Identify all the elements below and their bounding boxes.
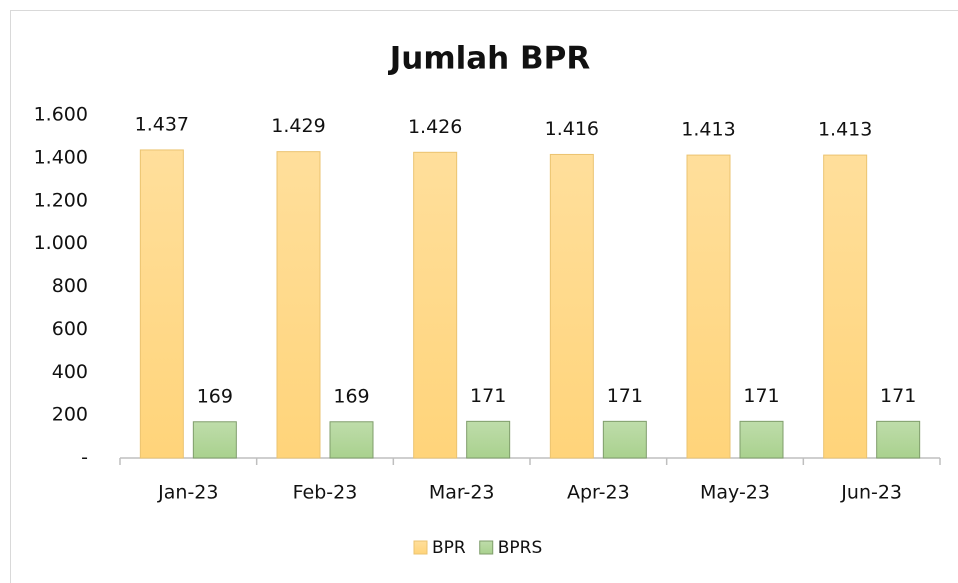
value-label: 169 bbox=[197, 385, 233, 407]
y-tick-label: 1.400 bbox=[34, 146, 88, 168]
value-label: 1.413 bbox=[681, 119, 735, 141]
bar bbox=[466, 420, 511, 459]
y-tick-label: 800 bbox=[52, 275, 88, 297]
legend-label: BPR bbox=[432, 538, 466, 558]
value-label: 1.416 bbox=[545, 118, 599, 140]
y-tick-label: 400 bbox=[52, 361, 88, 383]
y-tick-label: 1.000 bbox=[34, 232, 88, 254]
chart-title: Jumlah BPR bbox=[388, 41, 591, 77]
x-tick-label: Feb-23 bbox=[293, 482, 358, 504]
bar bbox=[413, 151, 458, 459]
x-tick-label: Jun-23 bbox=[840, 482, 902, 504]
x-tick-label: Jan-23 bbox=[157, 482, 218, 504]
bar bbox=[823, 154, 868, 459]
x-tick-label: Apr-23 bbox=[567, 482, 630, 504]
bar bbox=[876, 420, 921, 459]
legend-swatch bbox=[479, 540, 494, 555]
bar bbox=[549, 153, 594, 459]
value-label: 171 bbox=[743, 385, 779, 407]
y-tick-label: - bbox=[81, 447, 88, 469]
value-label: 171 bbox=[607, 385, 643, 407]
legend-label: BPRS bbox=[498, 538, 543, 558]
x-tick-label: Mar-23 bbox=[429, 482, 495, 504]
y-tick-label: 600 bbox=[52, 318, 88, 340]
x-tick-label: May-23 bbox=[700, 482, 770, 504]
legend-swatch bbox=[413, 540, 428, 555]
bar bbox=[276, 151, 321, 459]
value-label: 1.426 bbox=[408, 116, 462, 138]
bar bbox=[602, 420, 647, 459]
value-label: 1.437 bbox=[135, 113, 189, 135]
bar bbox=[329, 421, 374, 459]
y-tick-label: 1.200 bbox=[34, 189, 88, 211]
value-label: 169 bbox=[333, 385, 369, 407]
value-label: 171 bbox=[470, 385, 506, 407]
value-label: 171 bbox=[880, 385, 916, 407]
y-tick-label: 1.600 bbox=[34, 104, 88, 126]
value-label: 1.429 bbox=[271, 115, 325, 137]
y-tick-label: 200 bbox=[52, 404, 88, 426]
bar bbox=[139, 149, 184, 459]
value-label: 1.413 bbox=[818, 119, 872, 141]
bar bbox=[192, 421, 237, 459]
bar bbox=[686, 154, 731, 459]
bar bbox=[739, 420, 784, 459]
